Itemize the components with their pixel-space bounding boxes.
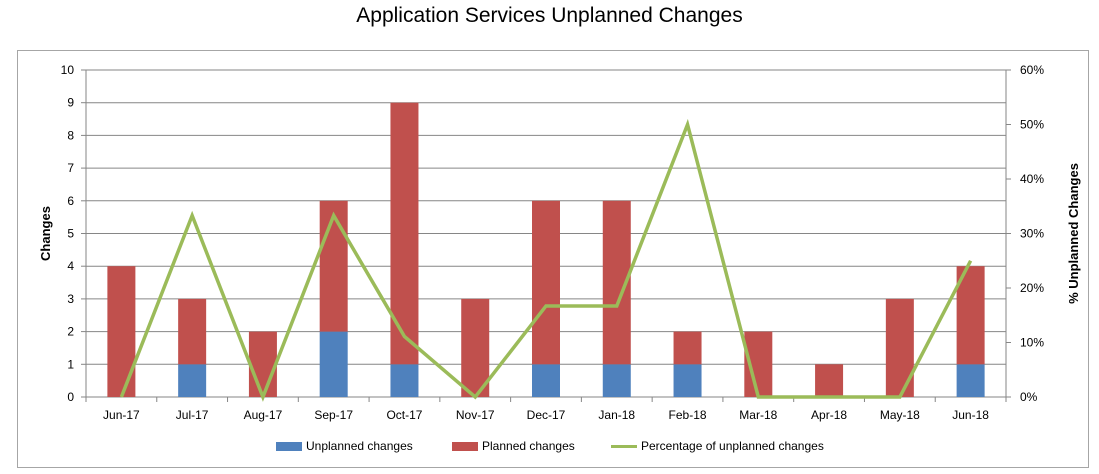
bar-planned bbox=[461, 298, 490, 397]
y-tick-label: 7 bbox=[67, 161, 74, 175]
x-tick-label: Mar-18 bbox=[739, 408, 777, 422]
bar-unplanned bbox=[532, 364, 560, 397]
bar-planned bbox=[390, 102, 419, 365]
y-tick-label: 2 bbox=[67, 325, 74, 339]
y-axis-title: Changes bbox=[38, 206, 53, 261]
bar-planned bbox=[319, 200, 348, 332]
x-tick-label: May-18 bbox=[880, 408, 920, 422]
legend-item-planned: Planned changes bbox=[452, 437, 575, 455]
y-tick-label: 3 bbox=[67, 292, 74, 306]
y-tick-label: 10 bbox=[61, 63, 75, 77]
y-tick-label: 6 bbox=[67, 194, 74, 208]
x-tick-label: Feb-18 bbox=[669, 408, 707, 422]
x-tick-label: Sep-17 bbox=[314, 408, 353, 422]
y2-axis-title: % Unplanned Changes bbox=[1066, 163, 1081, 304]
legend-label-percentage: Percentage of unplanned changes bbox=[641, 439, 824, 453]
legend-item-percentage: Percentage of unplanned changes bbox=[611, 437, 824, 455]
y2-tick-label: 40% bbox=[1020, 172, 1044, 186]
bar-planned bbox=[178, 298, 207, 365]
y2-tick-label: 0% bbox=[1020, 390, 1038, 404]
x-tick-label: Jan-18 bbox=[598, 408, 635, 422]
chart-frame bbox=[17, 50, 1089, 468]
x-tick-label: Jun-18 bbox=[952, 408, 989, 422]
y2-tick-label: 10% bbox=[1020, 336, 1044, 350]
x-tick-label: Apr-18 bbox=[811, 408, 847, 422]
bar-planned bbox=[248, 331, 277, 397]
bar-planned bbox=[532, 200, 560, 365]
y-tick-label: 0 bbox=[67, 390, 74, 404]
bar-unplanned bbox=[319, 331, 348, 397]
x-tick-label: Aug-17 bbox=[244, 408, 283, 422]
chart-title: Application Services Unplanned Changes bbox=[356, 4, 743, 27]
bar-planned bbox=[673, 331, 702, 365]
bar-unplanned bbox=[602, 364, 631, 397]
bar-unplanned bbox=[956, 364, 985, 397]
legend-swatch-unplanned bbox=[276, 441, 302, 451]
y2-tick-label: 60% bbox=[1020, 63, 1044, 77]
bar-planned bbox=[885, 298, 914, 397]
bar-unplanned bbox=[178, 364, 207, 397]
x-tick-label: Nov-17 bbox=[456, 408, 495, 422]
legend-label-planned: Planned changes bbox=[482, 439, 575, 453]
y-tick-label: 5 bbox=[67, 227, 74, 241]
line-percentage bbox=[119, 118, 973, 402]
chart-legend: Unplanned changes Planned changes Percen… bbox=[0, 437, 1099, 455]
bar-unplanned bbox=[390, 364, 419, 397]
y2-tick-label: 20% bbox=[1020, 281, 1044, 295]
x-tick-label: Dec-17 bbox=[527, 408, 566, 422]
bar-planned bbox=[107, 266, 136, 397]
legend-swatch-percentage bbox=[611, 444, 637, 448]
bar-planned bbox=[956, 266, 985, 365]
y-tick-label: 4 bbox=[67, 259, 74, 273]
y-tick-label: 8 bbox=[67, 128, 74, 142]
legend-label-unplanned: Unplanned changes bbox=[306, 439, 413, 453]
legend-item-unplanned: Unplanned changes bbox=[276, 437, 413, 455]
legend-swatch-planned bbox=[452, 441, 478, 451]
bar-planned bbox=[815, 364, 844, 397]
y2-tick-label: 50% bbox=[1020, 118, 1044, 132]
y-tick-label: 9 bbox=[67, 96, 74, 110]
x-tick-label: Oct-17 bbox=[386, 408, 422, 422]
bar-unplanned bbox=[673, 364, 702, 397]
y-tick-label: 1 bbox=[67, 357, 74, 371]
x-tick-label: Jul-17 bbox=[176, 408, 209, 422]
x-tick-label: Jun-17 bbox=[103, 408, 140, 422]
y2-tick-label: 30% bbox=[1020, 227, 1044, 241]
